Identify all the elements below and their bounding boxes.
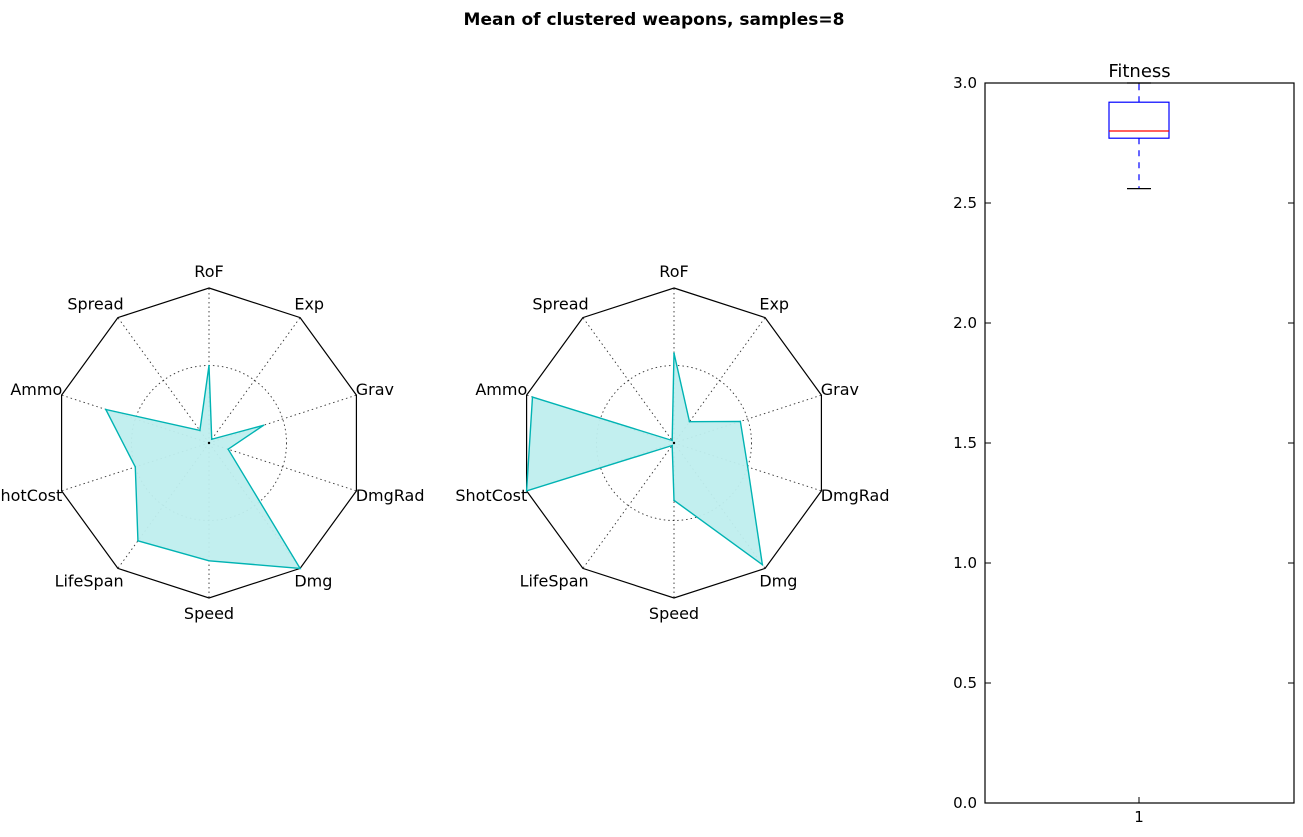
y-tick-label: 2.0 (953, 314, 977, 332)
y-tick-label: 2.5 (953, 194, 977, 212)
radar-axis-label-rof: RoF (194, 262, 223, 281)
radar-point-grav (262, 424, 265, 427)
radar-axis-label-speed: Speed (184, 604, 234, 623)
radar-axis-label-exp: Exp (294, 295, 324, 314)
y-tick-label: 1.0 (953, 554, 977, 572)
radar-axis-label-dmgrad: DmgRad (821, 486, 890, 505)
radar-axis-label-spread: Spread (532, 295, 588, 314)
radar-axis-label-dmgrad: DmgRad (356, 486, 425, 505)
radar-spoke (673, 317, 766, 444)
radar-point-grav (739, 420, 742, 423)
radar-point-speed (673, 499, 675, 502)
radar-axis-label-shotcost: ShotCost (0, 486, 62, 505)
radar-axis-label-lifespan: LifeSpan (55, 571, 124, 590)
radar-point-lifespan (671, 444, 673, 447)
y-tick-label: 0.0 (953, 794, 977, 812)
radar-axis-label-grav: Grav (821, 380, 859, 399)
plot-frame (984, 82, 1295, 804)
radar-chart-1: RoF Exp Grav DmgRad Dmg Speed LifeSpan ShotCost… (0, 262, 425, 623)
radar-series-polygon (525, 352, 764, 567)
radar-axis-label-ammo: Ammo (475, 380, 527, 399)
radar-point-exp (210, 438, 213, 441)
radar-chart-2: RoF Exp Grav DmgRad Dmg Speed LifeSpan ShotCost… (455, 262, 889, 623)
radar-axis-label-shotcost: ShotCost (455, 486, 527, 505)
radar-point-dmg (761, 563, 764, 566)
radar-center (207, 441, 211, 445)
radar-axis-label-grav: Grav (356, 380, 394, 399)
radar-point-speed (208, 560, 210, 562)
y-tick-label: 0.5 (953, 674, 977, 692)
radar-point-dmgrad (227, 448, 229, 451)
radar-spoke (582, 442, 675, 569)
radar-point-exp (688, 420, 691, 423)
iqr-box (1108, 101, 1170, 139)
radar-point-dmgrad (746, 466, 749, 468)
radar-point-spread (199, 429, 201, 432)
radar-axis-label-ammo: Ammo (10, 380, 62, 399)
radar-axis-label-exp: Exp (759, 295, 789, 314)
radar-point-ammo (531, 396, 534, 398)
radar-point-lifespan (137, 540, 139, 542)
radar-point-rof (208, 364, 210, 367)
radar-point-spread (671, 439, 673, 442)
radar-axis-label-speed: Speed (649, 604, 699, 623)
y-tick-label: 3.0 (953, 74, 977, 92)
y-tick-label: 1.5 (953, 434, 977, 452)
x-tick-label: 1 (1134, 808, 1144, 826)
fitness-boxplot: 0.0 0.5 1.0 1.5 2.0 2.5 3.0 1 Fitness (953, 61, 1295, 826)
radar-point-shotcost (525, 490, 528, 492)
radar-spoke (208, 394, 357, 444)
radar-axis-label-dmg: Dmg (294, 571, 332, 590)
radar-point-rof (673, 352, 675, 354)
radar-spoke (208, 317, 301, 444)
radar-frame (525, 287, 823, 599)
radar-center (672, 441, 676, 445)
radar-frame (60, 287, 358, 599)
radar-axis-label-spread: Spread (67, 295, 123, 314)
radar-axis-label-lifespan: LifeSpan (520, 571, 589, 590)
radar-spoke (208, 442, 357, 492)
boxplot-title: Fitness (1108, 61, 1170, 82)
radar-spoke (673, 394, 822, 444)
radar-axis-label-dmg: Dmg (759, 571, 797, 590)
radar-point-ammo (105, 408, 107, 411)
radar-point-dmg (299, 567, 301, 570)
radar-axis-label-rof: RoF (659, 262, 688, 281)
figure-title: Mean of clustered weapons, samples=8 (464, 10, 845, 30)
radar-point-shotcost (134, 466, 137, 468)
